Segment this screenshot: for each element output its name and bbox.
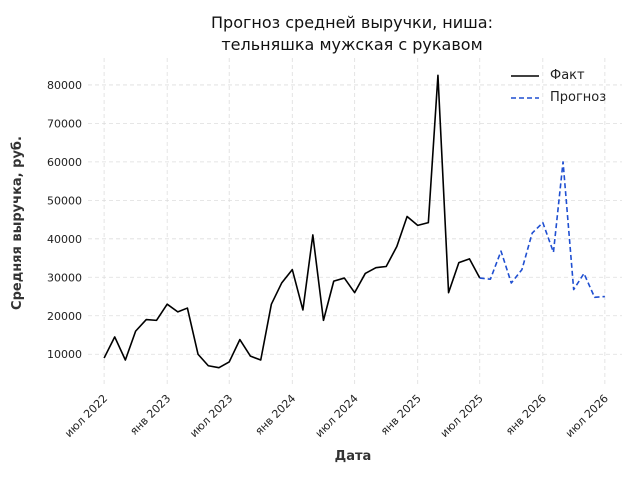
data-point-Факт — [103, 357, 105, 359]
x-tick-label: июл 2023 — [187, 392, 235, 440]
x-axis-ticks: июл 2022 янв 2023 июл 2023 янв 2024 июл 2024… — [62, 392, 611, 440]
data-point-Прогноз — [604, 295, 606, 297]
data-point-Факт — [134, 330, 136, 332]
data-point-Факт — [280, 282, 282, 284]
data-point-Факт — [364, 272, 366, 274]
data-point-Факт — [333, 280, 335, 282]
data-point-Прогноз — [562, 161, 564, 163]
y-tick-label: 80000 — [47, 79, 82, 92]
data-point-Факт — [458, 261, 460, 263]
data-point-Факт — [343, 277, 345, 279]
data-point-Факт — [177, 311, 179, 313]
data-point-Прогноз — [489, 278, 491, 280]
data-point-Факт — [260, 359, 262, 361]
y-axis-ticks: 10000 20000 30000 40000 50000 60000 70000 80000 — [47, 79, 82, 361]
y-tick-label: 10000 — [47, 348, 82, 361]
y-tick-label: 60000 — [47, 156, 82, 169]
data-point-Факт — [218, 366, 220, 368]
data-point-Прогноз — [510, 282, 512, 284]
chart-title-line-1: Прогноз средней выручки, ниша: — [211, 13, 493, 32]
data-point-Факт — [166, 303, 168, 305]
y-axis-label: Средняя выручка, руб. — [10, 136, 25, 310]
data-point-Прогноз — [531, 232, 533, 234]
data-point-Факт — [353, 291, 355, 293]
data-point-Факт — [396, 245, 398, 247]
x-tick-label: июл 2025 — [438, 392, 486, 440]
data-point-Прогноз — [552, 251, 554, 253]
grid — [88, 58, 622, 385]
y-tick-label: 50000 — [47, 194, 82, 207]
legend — [511, 75, 539, 99]
y-tick-label: 20000 — [47, 310, 82, 323]
data-point-Прогноз — [583, 272, 585, 274]
data-point-Факт — [385, 265, 387, 267]
data-point-Факт — [375, 266, 377, 268]
y-tick-label: 70000 — [47, 117, 82, 130]
data-point-Факт — [197, 353, 199, 355]
x-tick-label: июл 2026 — [563, 392, 611, 440]
data-point-Факт — [417, 224, 419, 226]
data-point-Факт — [207, 365, 209, 367]
data-point-Факт — [437, 74, 439, 76]
data-point-Факт — [114, 336, 116, 338]
series-lines — [103, 74, 606, 369]
x-tick-label: июл 2022 — [62, 392, 110, 440]
legend-label-prognoz: Прогноз — [550, 90, 607, 105]
data-point-Факт — [186, 307, 188, 309]
data-point-Прогноз — [572, 288, 574, 290]
x-tick-label: янв 2026 — [503, 392, 549, 438]
data-point-Факт — [322, 319, 324, 321]
data-point-Факт — [427, 221, 429, 223]
data-point-Факт — [124, 359, 126, 361]
series-line-Факт — [103, 74, 481, 369]
x-tick-label: июл 2024 — [313, 392, 361, 440]
series-line-Прогноз — [479, 161, 605, 299]
data-point-Факт — [145, 318, 147, 320]
data-point-Прогноз — [500, 250, 502, 252]
y-tick-label: 40000 — [47, 233, 82, 246]
data-point-Факт — [249, 355, 251, 357]
data-point-Факт — [312, 234, 314, 236]
chart-title-line-2: тельняшка мужская с рукавом — [221, 35, 483, 54]
data-point-Прогноз — [593, 296, 595, 298]
data-point-Факт — [447, 291, 449, 293]
x-tick-label: янв 2023 — [127, 392, 173, 438]
x-axis-label: Дата — [334, 449, 372, 464]
y-tick-label: 30000 — [47, 271, 82, 284]
legend-label-fakt: Факт — [550, 68, 585, 83]
data-point-Прогноз — [521, 268, 523, 270]
x-tick-label: янв 2025 — [378, 392, 424, 438]
data-point-Факт — [291, 268, 293, 270]
data-point-Факт — [468, 258, 470, 260]
data-point-Факт — [239, 338, 241, 340]
data-point-Факт — [406, 215, 408, 217]
data-point-Факт — [302, 309, 304, 311]
x-tick-label: янв 2024 — [253, 392, 299, 438]
data-point-Факт — [270, 303, 272, 305]
data-point-Факт — [228, 361, 230, 363]
data-point-Факт — [155, 319, 157, 321]
data-point-Прогноз — [542, 221, 544, 223]
data-point-Прогноз — [479, 277, 481, 279]
